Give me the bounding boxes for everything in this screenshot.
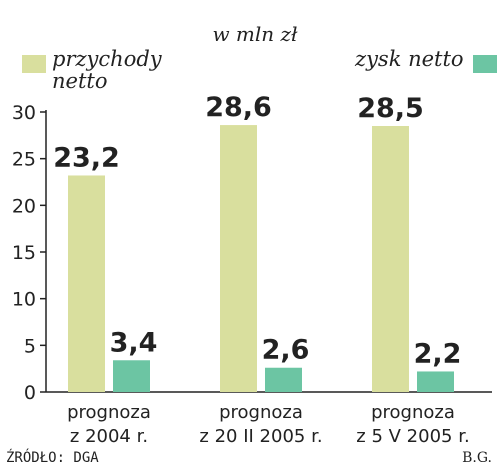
category-label: z 20 II 2005 r. bbox=[199, 426, 322, 447]
category-label: z 5 V 2005 r. bbox=[356, 426, 469, 447]
author-credit: B.G. bbox=[462, 450, 492, 466]
data-label: 28,5 bbox=[357, 93, 424, 124]
category-label: prognoza bbox=[67, 402, 151, 423]
bar-profit bbox=[417, 371, 454, 392]
category-label: prognoza bbox=[219, 402, 303, 423]
y-tick-label: 0 bbox=[24, 382, 36, 404]
legend-swatch-revenue bbox=[22, 55, 46, 73]
bar-profit bbox=[113, 360, 150, 392]
bar-revenue bbox=[68, 175, 105, 392]
bar-revenue bbox=[220, 125, 257, 393]
data-label: 2,2 bbox=[414, 338, 462, 369]
data-label: 2,6 bbox=[262, 335, 310, 366]
y-tick-label: 25 bbox=[12, 149, 36, 171]
y-tick-label: 20 bbox=[12, 195, 36, 217]
bar-profit bbox=[265, 367, 302, 392]
y-tick-label: 5 bbox=[24, 335, 36, 357]
source-note: ŹRÓDŁO: DGA bbox=[6, 450, 99, 466]
category-label: prognoza bbox=[371, 402, 455, 423]
y-tick-label: 15 bbox=[12, 242, 36, 264]
legend-swatch-profit bbox=[473, 55, 497, 73]
bar-revenue bbox=[372, 126, 409, 392]
data-label: 28,6 bbox=[205, 92, 272, 123]
legend-label-revenue: przychody netto bbox=[52, 48, 162, 92]
data-label: 3,4 bbox=[110, 327, 158, 358]
category-label: z 2004 r. bbox=[70, 426, 148, 447]
legend-label-revenue-line1: przychody bbox=[52, 47, 162, 71]
data-label: 23,2 bbox=[53, 142, 120, 173]
legend-label-revenue-line2: netto bbox=[52, 69, 108, 93]
y-tick-label: 10 bbox=[12, 289, 36, 311]
legend-label-profit: zysk netto bbox=[355, 47, 464, 71]
y-tick-label: 30 bbox=[12, 102, 36, 124]
unit-label: w mln zł bbox=[212, 22, 298, 46]
